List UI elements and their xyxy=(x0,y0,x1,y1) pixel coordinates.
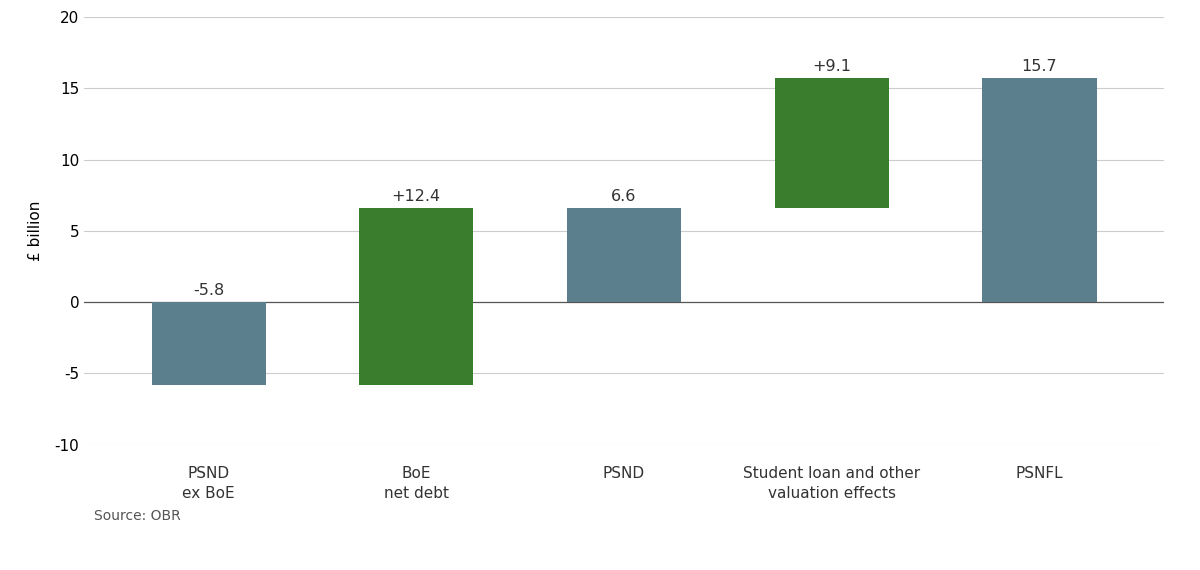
Text: Source: OBR: Source: OBR xyxy=(95,509,181,523)
Text: PSNFL: PSNFL xyxy=(1015,466,1063,481)
Text: -5.8: -5.8 xyxy=(193,283,224,298)
Bar xyxy=(359,208,474,385)
Text: 15.7: 15.7 xyxy=(1021,59,1057,74)
Bar xyxy=(983,78,1097,302)
Text: PSND: PSND xyxy=(602,466,646,481)
Text: +9.1: +9.1 xyxy=(812,59,851,74)
Text: BoE
net debt: BoE net debt xyxy=(384,466,449,501)
Text: 6.6: 6.6 xyxy=(611,189,637,204)
Y-axis label: £ billion: £ billion xyxy=(29,201,43,261)
Text: Student loan and other
valuation effects: Student loan and other valuation effects xyxy=(743,466,920,501)
Bar xyxy=(566,208,682,302)
Bar xyxy=(774,78,889,208)
Text: PSND
ex BoE: PSND ex BoE xyxy=(182,466,235,501)
Text: +12.4: +12.4 xyxy=(391,189,440,204)
Bar xyxy=(151,302,265,385)
